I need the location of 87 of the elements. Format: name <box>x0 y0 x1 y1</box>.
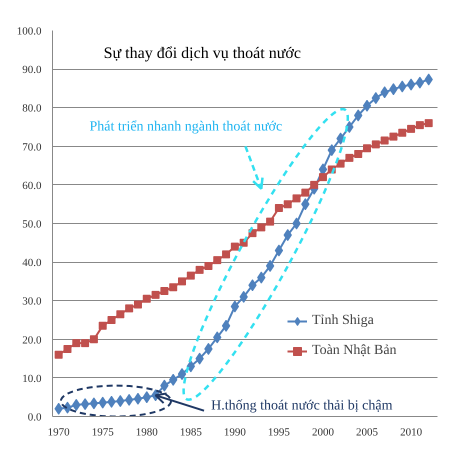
y-tick-label: 70.0 <box>22 141 42 154</box>
point <box>301 198 310 210</box>
point <box>116 310 124 318</box>
point <box>222 250 230 258</box>
point <box>160 380 169 392</box>
point <box>354 150 362 158</box>
y-tick-label: 80.0 <box>22 102 42 115</box>
point <box>266 218 274 226</box>
point <box>380 136 389 145</box>
point <box>108 316 116 324</box>
point <box>125 304 134 312</box>
point <box>416 76 424 89</box>
point <box>142 294 151 303</box>
point <box>230 300 240 312</box>
point <box>98 322 107 330</box>
x-tick-label: 1970 <box>48 426 70 438</box>
point <box>292 218 301 230</box>
point <box>424 119 433 128</box>
legend-label: Toàn Nhật Bản <box>312 343 397 359</box>
x-tick-label: 1980 <box>136 426 158 438</box>
point <box>363 144 372 152</box>
y-tick-label: 90.0 <box>22 64 42 76</box>
y-tick-label: 50.0 <box>22 218 42 230</box>
point <box>204 342 213 355</box>
x-tick-label: 1990 <box>224 426 246 438</box>
y-tick-label: 30.0 <box>22 296 42 308</box>
point <box>266 260 274 272</box>
point <box>90 335 98 344</box>
point <box>116 395 125 408</box>
point <box>178 368 186 380</box>
x-tick-label: 1995 <box>268 426 290 438</box>
point <box>407 124 416 133</box>
point <box>213 256 222 264</box>
point <box>152 290 160 299</box>
point <box>134 392 142 405</box>
point <box>195 352 204 365</box>
point <box>186 272 195 280</box>
point <box>178 277 186 286</box>
x-tick-label: 2010 <box>400 426 423 438</box>
point <box>54 350 63 359</box>
point <box>134 300 142 309</box>
point <box>230 242 239 251</box>
point <box>169 283 178 292</box>
x-tick-label: 2000 <box>312 426 334 438</box>
point <box>107 396 116 408</box>
y-tick-label: 100.0 <box>16 26 42 38</box>
point <box>284 200 292 208</box>
text: Sự thay đổi dịch vụ thoát nước <box>104 45 301 62</box>
point <box>160 287 168 296</box>
point <box>124 394 134 406</box>
point <box>90 397 98 410</box>
point <box>301 188 310 197</box>
annotation: Phát triển nhanh ngành thoát nước <box>90 120 282 135</box>
point <box>222 320 230 332</box>
point <box>310 180 318 189</box>
point <box>398 128 406 137</box>
point <box>406 78 416 91</box>
point <box>274 244 284 257</box>
point <box>318 173 327 182</box>
x-tick-label: 1975 <box>92 426 114 438</box>
point <box>292 194 301 202</box>
point <box>274 204 283 212</box>
y-tick-label: 40.0 <box>22 257 42 270</box>
point <box>204 262 212 270</box>
point <box>81 339 90 348</box>
x-tick-label: 1985 <box>180 426 202 438</box>
point <box>72 339 80 348</box>
point <box>248 279 257 292</box>
point <box>389 132 398 141</box>
legend-label: Tỉnh Shiga <box>312 313 374 329</box>
annotation: H.thống thoát nước thải bị chậm <box>211 398 393 414</box>
y-tick-label: 60.0 <box>22 180 42 192</box>
point <box>63 344 72 353</box>
point <box>416 121 424 130</box>
point <box>336 160 345 168</box>
point <box>362 100 372 112</box>
point <box>345 154 354 162</box>
point <box>196 266 204 274</box>
point <box>389 83 398 96</box>
y-tick-label: 10.0 <box>22 372 42 385</box>
point <box>80 398 90 410</box>
x-tick-label: 2005 <box>356 426 379 438</box>
point <box>380 86 389 98</box>
point <box>257 223 266 232</box>
y-tick-label: 0.0 <box>28 412 42 424</box>
y-tick-label: 20.0 <box>22 334 42 346</box>
point <box>372 140 380 148</box>
